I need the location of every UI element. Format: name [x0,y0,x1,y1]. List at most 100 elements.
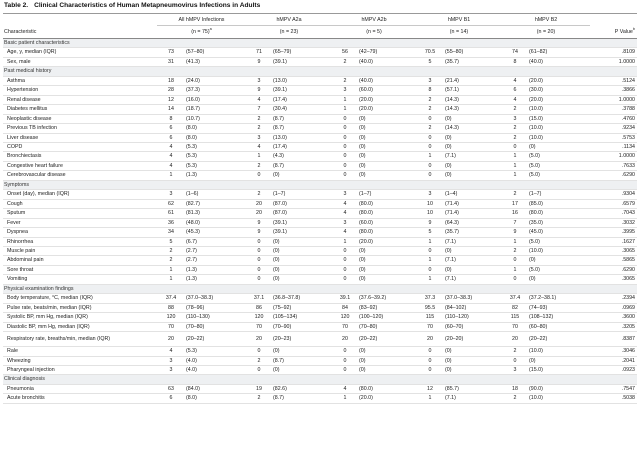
count-cell: 9 [502,227,528,238]
count-cell: 0 [416,346,444,357]
percent-cell: (8.7) [272,114,332,125]
count-cell: 37.4 [157,293,185,304]
percent-cell: (1.3) [185,170,246,181]
count-cell: 3 [157,189,185,200]
section-row: Basic patient characteristics [3,38,637,49]
pvalue-cell: .5753 [590,133,637,144]
percent-cell: (5.3) [185,346,246,357]
percent-cell: (85.0) [528,199,590,210]
count-cell: 7 [502,218,528,229]
count-cell: 56 [332,47,358,58]
count-cell: 0 [332,170,358,181]
pvalue-cell: .5865 [590,255,637,266]
percent-cell: (0) [528,274,590,285]
pvalue-cell: .3788 [590,104,637,115]
section-row: Past medical history [3,66,637,77]
percent-cell: (60–80) [528,322,590,333]
table-row: Asthma 18 (24.0) 3 (13.0) 2 (40.0) 3 (21.4) 4 (20.… [3,76,637,87]
n-header-b2: (n = 20) [502,25,590,39]
percent-cell: (70–80) [358,322,416,333]
percent-cell: (10.0) [528,246,590,257]
count-cell: 6 [157,133,185,144]
count-cell: 4 [332,227,358,238]
count-cell: 1 [246,151,272,162]
row-label: Onset (day), median (IQR) [3,189,157,200]
percent-cell: (40.0) [358,57,416,68]
row-label: Wheezing [3,356,157,366]
percent-cell: (7.1) [444,274,502,285]
percent-cell: (82.6) [272,384,332,395]
table-body: Basic patient characteristics Age, y, med… [3,38,637,404]
percent-cell: (0) [444,346,502,357]
percent-cell: (0) [358,246,416,257]
percent-cell: (0) [358,356,416,366]
percent-cell: (60.0) [358,85,416,96]
percent-cell: (39.1) [272,218,332,229]
percent-cell: (8.7) [272,123,332,134]
percent-cell: (7.1) [444,255,502,266]
percent-cell: (10.0) [528,123,590,134]
row-label: Cerebrovascular disease [3,170,157,181]
table-row: Rhinorrhea 5 (6.7) 0 (0) 1 (20.0) 1 (7.1) 1 (5.0).… [3,237,637,247]
row-label: Pharyngeal injection [3,365,157,376]
table-row: Renal disease 12 (16.0) 4 (17.4) 1 (20.0) 2 (14.… [3,95,637,106]
count-cell: 2 [416,95,444,106]
percent-cell: (0) [444,142,502,153]
group-header: All hMPV Infections [157,13,246,26]
percent-cell: (1–7) [358,189,416,200]
percent-cell: (81.3) [185,208,246,219]
count-cell: 0 [332,365,358,376]
percent-cell: (0) [444,114,502,125]
percent-cell: (0) [444,365,502,376]
percent-cell: (5.0) [528,237,590,247]
footnote-a: a [209,27,212,32]
count-cell: 1 [332,393,358,404]
percent-cell: (0) [358,265,416,276]
count-cell: 2 [246,123,272,134]
count-cell: 0 [246,265,272,276]
percent-cell: (0) [444,265,502,276]
count-cell: 0 [502,356,528,366]
count-cell: 120 [157,312,185,323]
percent-cell: (90.0) [528,384,590,395]
count-cell: 1 [502,161,528,172]
count-cell: 9 [246,227,272,238]
characteristic-header: Characteristic [3,25,157,39]
group-header: hMPV A2b [332,13,416,26]
count-cell: 2 [157,255,185,266]
count-cell: 0 [332,114,358,125]
pvalue-cell: .3032 [590,218,637,229]
table-row: Dyspnea 34 (45.3) 9 (39.1) 4 (80.0) 5 (35.7) 9 (45… [3,227,637,238]
percent-cell: (1–6) [185,189,246,200]
count-cell: 18 [502,384,528,395]
percent-cell: (20.0) [528,95,590,106]
percent-cell: (48.0) [185,218,246,229]
pvalue-cell: .6290 [590,265,637,276]
section-heading: Symptoms [3,180,637,191]
percent-cell: (30.0) [528,85,590,96]
percent-cell: (61–82) [528,47,590,58]
count-cell: 5 [416,57,444,68]
percent-cell: (71.4) [444,199,502,210]
percent-cell: (0) [358,142,416,153]
row-label: Diabetes mellitus [3,104,157,115]
percent-cell: (110–120) [444,312,502,323]
row-label: Congestive heart failure [3,161,157,172]
pvalue-cell: .9304 [590,189,637,200]
count-cell: 8 [502,57,528,68]
count-cell: 1 [416,151,444,162]
count-cell: 7 [246,104,272,115]
percent-cell: (20–20) [444,331,502,348]
count-cell: 82 [502,303,528,314]
percent-cell: (57.1) [444,85,502,96]
count-cell: 9 [246,218,272,229]
count-cell: 2 [416,104,444,115]
count-cell: 8 [157,114,185,125]
count-cell: 0 [416,356,444,366]
percent-cell: (8.0) [185,133,246,144]
count-cell: 3 [157,356,185,366]
row-label: Muscle pain [3,246,157,257]
pvalue-cell: .4760 [590,114,637,125]
count-cell: 4 [502,76,528,87]
count-cell: 86 [246,303,272,314]
